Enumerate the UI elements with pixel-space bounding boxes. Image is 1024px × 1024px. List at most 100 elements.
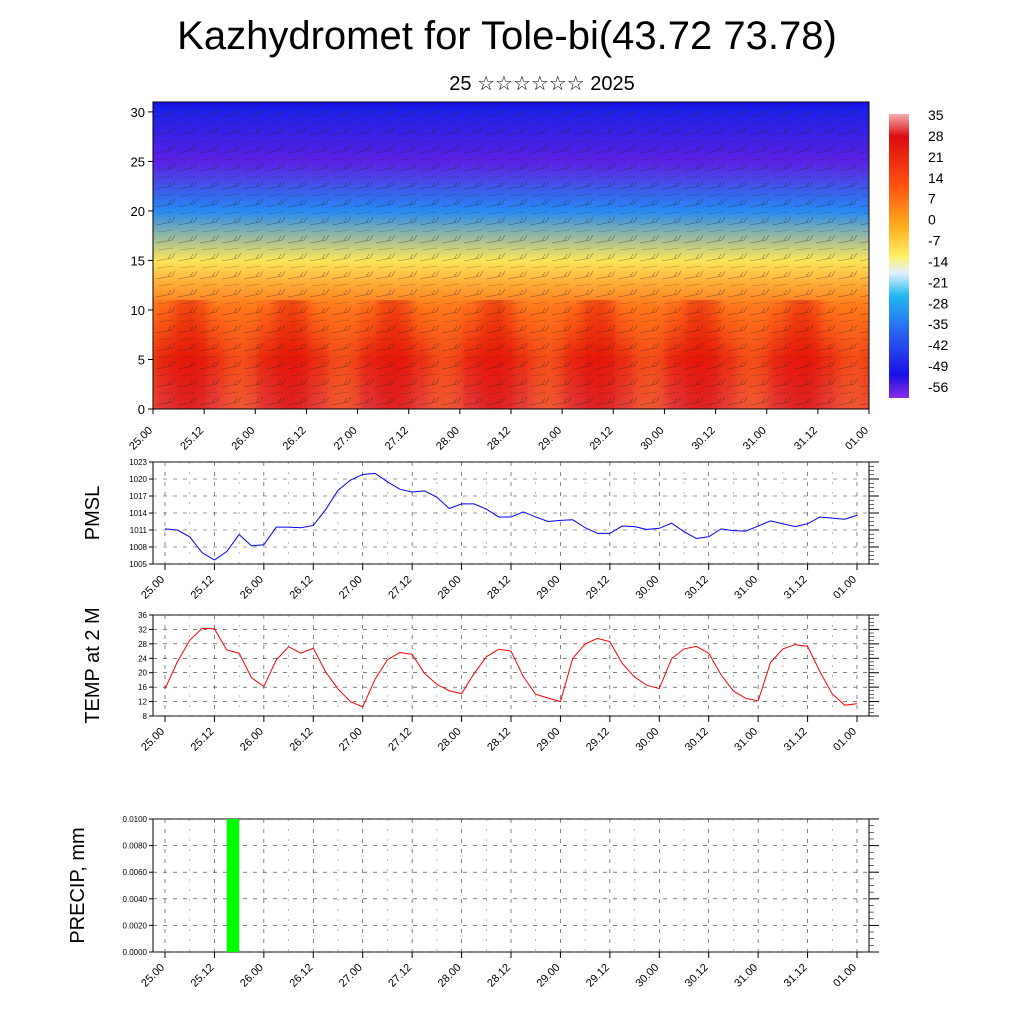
profile-y-tick-label: 0 [138, 402, 145, 417]
profile-x-tick-label: 28.12 [485, 425, 513, 453]
precip-x-tick-label: 29.12 [584, 962, 612, 990]
temp-y-tick-label: 12 [138, 698, 147, 707]
temp-y-tick-label: 32 [138, 625, 147, 634]
profile-x-axis: 25.00 25.12 26.00 26.12 27.00 27.12 28.00 28.12… [127, 409, 871, 453]
temp-x-tick-label: 31.00 [732, 726, 760, 754]
profile-x-tick-label: 27.12 [383, 425, 411, 453]
colorbar-label: 35 [928, 107, 944, 123]
pmsl-y-tick-label: 1011 [130, 526, 148, 535]
profile-x-tick-label: 29.00 [536, 425, 564, 453]
profile-x-tick-label: 29.12 [587, 425, 615, 453]
profile-y-tick-label: 10 [131, 303, 145, 318]
precip-panel: 0.0000 0.0020 0.0040 0.0060 0.0080 0.0100 25.0… [67, 815, 879, 990]
pmsl-x-tick-label: 28.00 [436, 574, 464, 602]
temp-x-tick-label: 01.00 [831, 726, 859, 754]
profile-y-tick-label: 15 [131, 253, 145, 268]
colorbar-label: 21 [928, 149, 944, 165]
precip-x-tick-label: 27.12 [386, 962, 414, 990]
profile-x-tick-label: 25.12 [178, 425, 206, 453]
temp-x-tick-label: 28.12 [485, 726, 513, 754]
page-subtitle: 25 ☆☆☆☆☆☆ 2025 [449, 73, 635, 95]
colorbar-label: 14 [928, 170, 944, 186]
page-title: Kazhydromet for Tole-bi(43.72 73.78) [177, 14, 837, 58]
precip-y-tick-label: 0.0020 [123, 921, 148, 930]
pmsl-x-tick-label: 27.00 [337, 574, 365, 602]
profile-y-tick-label: 30 [131, 105, 145, 120]
pmsl-x-tick-label: 29.12 [584, 574, 612, 602]
pmsl-panel: 1005 1008 1011 1014 1017 1020 1023 25.00 25.12 26… [82, 458, 879, 602]
pmsl-y-tick-label: 1008 [129, 543, 147, 552]
profile-x-tick-label: 26.00 [229, 425, 257, 453]
pmsl-series-line [164, 472, 858, 561]
colorbar-labels: 35 28 21 14 7 0 -7 -14 -21 -28 -35 -42 -49 -56 [928, 107, 948, 395]
pmsl-y-label: PMSL [82, 486, 104, 540]
profile-y-tick-label: 5 [138, 352, 145, 367]
precip-x-tick-label: 31.12 [782, 962, 810, 990]
temp-x-tick-label: 29.12 [584, 726, 612, 754]
pmsl-y-tick-label: 1017 [129, 492, 147, 501]
temp-y-tick-label: 16 [138, 683, 147, 692]
profile-x-tick-label: 31.00 [741, 425, 769, 453]
pmsl-x-tick-label: 25.00 [139, 574, 167, 602]
pmsl-x-tick-label: 01.00 [831, 574, 859, 602]
precip-y-tick-label: 0.0100 [123, 815, 148, 824]
precip-bar [226, 819, 240, 952]
profile-x-tick-label: 27.00 [332, 425, 360, 453]
precip-x-tick-label: 25.12 [189, 962, 217, 990]
precip-x-tick-label: 31.00 [732, 962, 760, 990]
profile-x-tick-label: 30.00 [639, 425, 667, 453]
temp-y-label: TEMP at 2 M [82, 607, 104, 723]
precip-y-tick-label: 0.0060 [123, 868, 148, 877]
temp-x-tick-label: 26.00 [238, 726, 266, 754]
temp-x-tick-label: 30.00 [633, 726, 661, 754]
colorbar-label: -56 [928, 379, 948, 395]
temp-panel: 8 12 16 20 24 28 32 36 25.00 25.12 26.00 26.12 27.00… [82, 607, 879, 754]
profile-x-tick-label: 28.00 [434, 425, 462, 453]
precip-x-tick-label: 27.00 [337, 962, 365, 990]
colorbar-label: 0 [928, 212, 936, 228]
temperature-profile-panel: 0 5 10 15 20 25 30 25.00 25.12 26.00 26.12 27.00 27… [127, 101, 948, 453]
precip-y-tick-label: 0.0080 [123, 842, 148, 851]
colorbar-label: -21 [928, 274, 948, 290]
colorbar-label: -35 [928, 316, 948, 332]
precip-x-tick-label: 26.12 [287, 962, 315, 990]
precip-x-tick-label: 26.00 [238, 962, 266, 990]
pmsl-y-tick-label: 1023 [129, 458, 147, 467]
pmsl-x-tick-label: 26.00 [238, 574, 266, 602]
temp-x-tick-label: 25.12 [189, 726, 217, 754]
pmsl-x-tick-label: 31.00 [732, 574, 760, 602]
temp-x-tick-label: 29.00 [535, 726, 563, 754]
colorbar-label: -28 [928, 295, 948, 311]
profile-y-tick-label: 25 [131, 154, 145, 169]
pmsl-y-tick-label: 1005 [129, 560, 147, 569]
pmsl-x-tick-label: 29.00 [535, 574, 563, 602]
temp-x-tick-label: 25.00 [139, 726, 167, 754]
colorbar-label: -7 [928, 233, 941, 249]
precip-x-tick-label: 25.00 [139, 962, 167, 990]
precip-x-tick-label: 28.00 [436, 962, 464, 990]
colorbar-label: 28 [928, 128, 944, 144]
pmsl-x-tick-label: 27.12 [386, 574, 414, 602]
temp-x-tick-label: 31.12 [782, 726, 810, 754]
precip-x-tick-label: 30.12 [683, 962, 711, 990]
precip-y-label: PRECIP, mm [67, 827, 89, 943]
temp-y-tick-label: 24 [138, 654, 147, 663]
precip-x-tick-label: 30.00 [633, 962, 661, 990]
temp-x-tick-label: 26.12 [287, 726, 315, 754]
pmsl-x-tick-label: 30.12 [683, 574, 711, 602]
colorbar-label: -49 [928, 358, 948, 374]
pmsl-x-tick-label: 26.12 [287, 574, 315, 602]
pmsl-y-tick-label: 1014 [129, 509, 147, 518]
temp-series-line [164, 627, 858, 708]
precip-x-tick-label: 29.00 [535, 962, 563, 990]
temp-x-tick-label: 30.12 [683, 726, 711, 754]
precip-y-tick-label: 0.0040 [123, 895, 148, 904]
profile-x-tick-label: 30.12 [690, 425, 718, 453]
profile-x-tick-label: 01.00 [843, 425, 871, 453]
pmsl-x-tick-label: 31.12 [782, 574, 810, 602]
precip-y-tick-label: 0.0000 [123, 948, 148, 957]
temp-x-tick-label: 28.00 [436, 726, 464, 754]
temp-y-tick-label: 8 [143, 712, 148, 721]
colorbar-scale [889, 114, 909, 398]
